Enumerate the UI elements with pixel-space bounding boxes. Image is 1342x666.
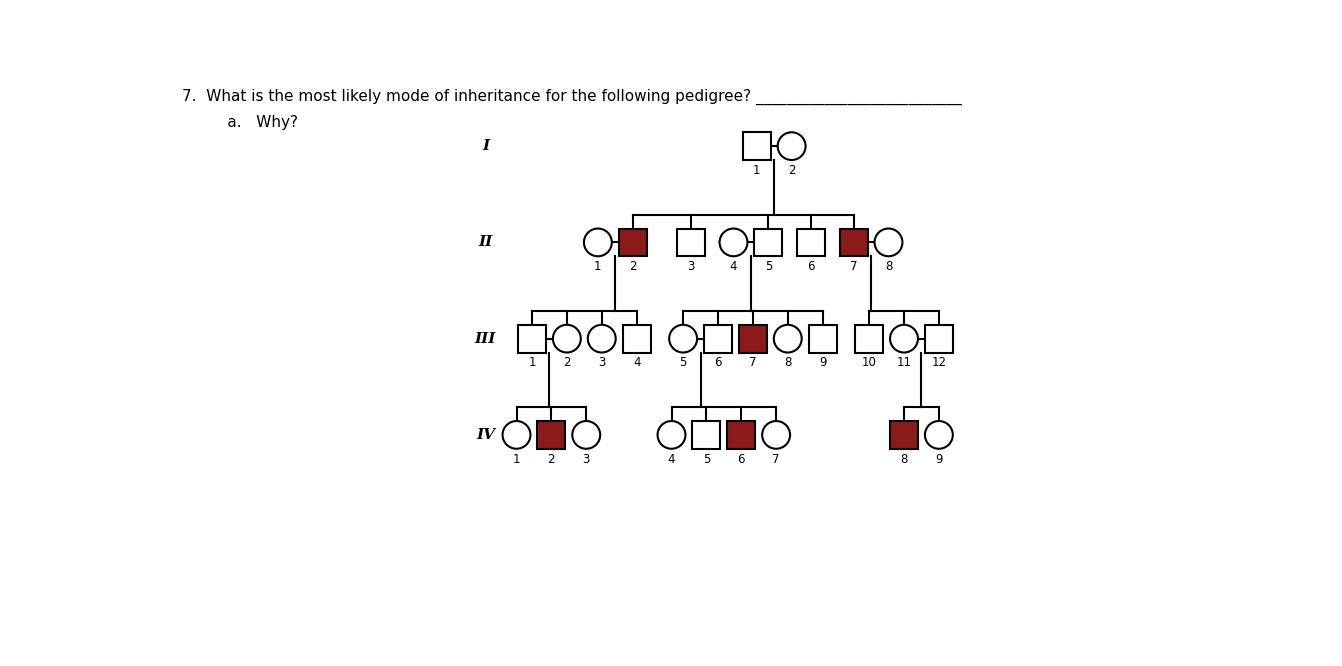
- Text: 10: 10: [862, 356, 876, 370]
- FancyBboxPatch shape: [809, 325, 836, 352]
- Text: 5: 5: [765, 260, 772, 273]
- Text: 1: 1: [753, 164, 761, 177]
- FancyBboxPatch shape: [537, 421, 565, 449]
- FancyBboxPatch shape: [754, 228, 782, 256]
- Text: a.   Why?: a. Why?: [203, 115, 298, 131]
- Text: 7.  What is the most likely mode of inheritance for the following pedigree? ____: 7. What is the most likely mode of inher…: [181, 89, 962, 105]
- Text: 2: 2: [629, 260, 636, 273]
- Text: 8: 8: [784, 356, 792, 370]
- Circle shape: [719, 228, 747, 256]
- Text: 7: 7: [749, 356, 757, 370]
- Text: 3: 3: [582, 453, 590, 466]
- Text: II: II: [478, 235, 493, 249]
- Text: 6: 6: [714, 356, 722, 370]
- Text: 9: 9: [935, 453, 942, 466]
- Text: I: I: [482, 139, 488, 153]
- Circle shape: [588, 325, 616, 352]
- Circle shape: [572, 421, 600, 449]
- Text: 8: 8: [884, 260, 892, 273]
- FancyBboxPatch shape: [855, 325, 883, 352]
- Text: 5: 5: [703, 453, 710, 466]
- Text: 12: 12: [931, 356, 946, 370]
- Text: 1: 1: [513, 453, 521, 466]
- Text: 2: 2: [564, 356, 570, 370]
- Text: 2: 2: [548, 453, 556, 466]
- Text: 2: 2: [788, 164, 796, 177]
- Circle shape: [584, 228, 612, 256]
- Text: 4: 4: [668, 453, 675, 466]
- FancyBboxPatch shape: [619, 228, 647, 256]
- Text: III: III: [475, 332, 497, 346]
- Text: 7: 7: [773, 453, 780, 466]
- Text: IV: IV: [476, 428, 495, 442]
- FancyBboxPatch shape: [890, 421, 918, 449]
- Text: 3: 3: [599, 356, 605, 370]
- Text: 1: 1: [595, 260, 601, 273]
- Text: 9: 9: [819, 356, 827, 370]
- Text: 1: 1: [529, 356, 535, 370]
- Circle shape: [670, 325, 696, 352]
- Text: 8: 8: [900, 453, 907, 466]
- Text: 3: 3: [687, 260, 695, 273]
- FancyBboxPatch shape: [727, 421, 756, 449]
- Circle shape: [777, 133, 805, 160]
- Text: 6: 6: [808, 260, 815, 273]
- Circle shape: [553, 325, 581, 352]
- Circle shape: [774, 325, 801, 352]
- Text: 5: 5: [679, 356, 687, 370]
- Circle shape: [875, 228, 902, 256]
- FancyBboxPatch shape: [692, 421, 721, 449]
- FancyBboxPatch shape: [925, 325, 953, 352]
- Text: 7: 7: [849, 260, 858, 273]
- Text: 11: 11: [896, 356, 911, 370]
- Text: 4: 4: [730, 260, 737, 273]
- Circle shape: [502, 421, 530, 449]
- FancyBboxPatch shape: [739, 325, 766, 352]
- FancyBboxPatch shape: [743, 133, 770, 160]
- Circle shape: [658, 421, 686, 449]
- Text: 6: 6: [738, 453, 745, 466]
- FancyBboxPatch shape: [797, 228, 825, 256]
- FancyBboxPatch shape: [676, 228, 705, 256]
- Circle shape: [762, 421, 790, 449]
- FancyBboxPatch shape: [518, 325, 546, 352]
- Text: 4: 4: [633, 356, 640, 370]
- Circle shape: [890, 325, 918, 352]
- FancyBboxPatch shape: [705, 325, 731, 352]
- FancyBboxPatch shape: [840, 228, 867, 256]
- Circle shape: [925, 421, 953, 449]
- FancyBboxPatch shape: [623, 325, 651, 352]
